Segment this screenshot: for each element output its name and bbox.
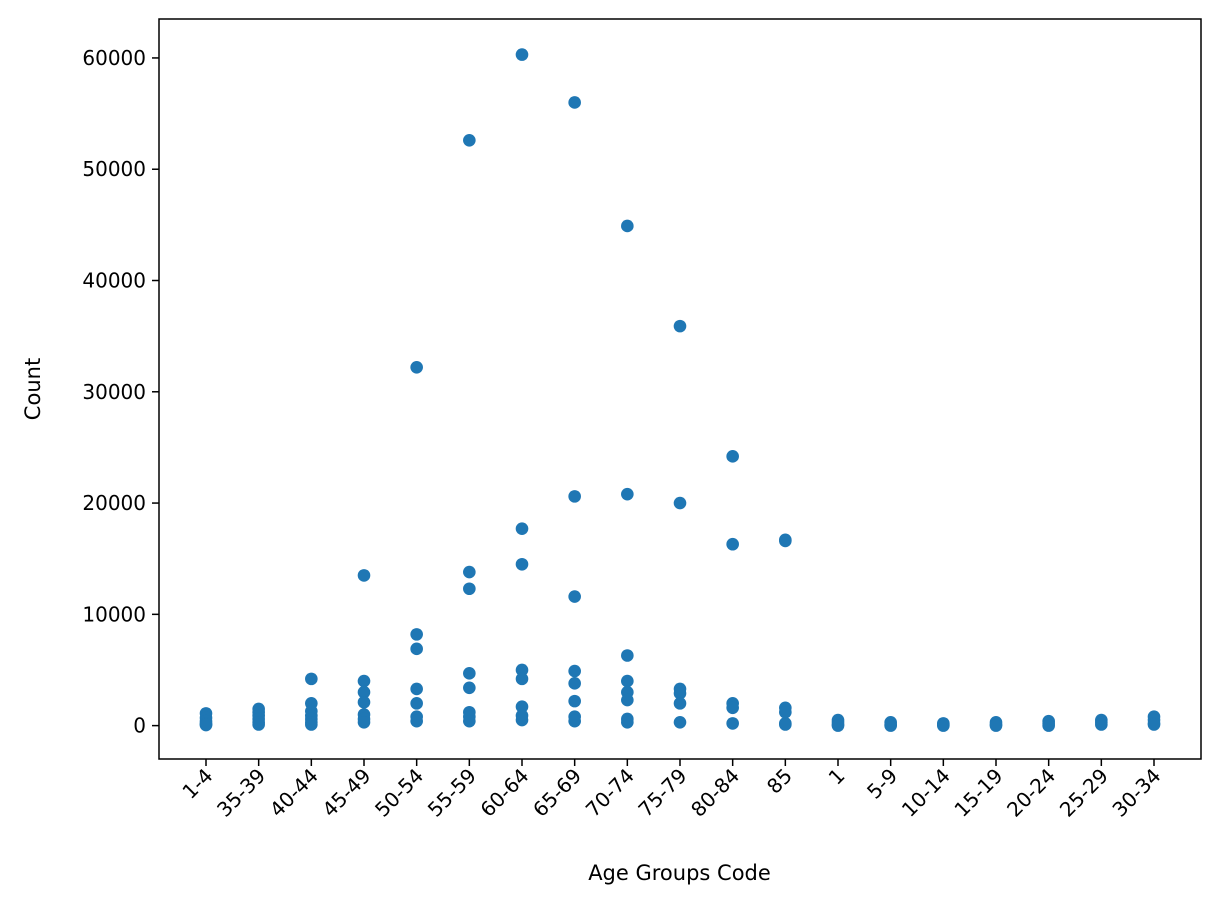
data-point xyxy=(410,361,423,374)
y-axis-label: Count xyxy=(21,358,45,420)
data-point xyxy=(621,219,634,233)
x-axis-label: Age Groups Code xyxy=(588,861,771,885)
data-point xyxy=(1147,718,1161,731)
data-point xyxy=(410,697,423,710)
data-point xyxy=(621,674,634,688)
data-point xyxy=(673,496,687,510)
data-point xyxy=(515,48,529,61)
data-point xyxy=(779,534,792,548)
data-point xyxy=(515,700,529,713)
data-point xyxy=(568,590,581,603)
y-tick-label: 50000 xyxy=(82,157,146,181)
data-point xyxy=(726,717,739,730)
data-point xyxy=(884,719,897,732)
data-point xyxy=(621,715,634,729)
data-point xyxy=(463,714,476,728)
data-point xyxy=(515,557,529,571)
data-point xyxy=(463,681,476,695)
data-point xyxy=(568,694,581,708)
data-point xyxy=(463,133,476,147)
data-point xyxy=(1042,719,1055,732)
y-tick-label: 40000 xyxy=(82,269,146,293)
data-point xyxy=(515,663,529,677)
data-point xyxy=(568,96,581,109)
data-point xyxy=(673,319,687,333)
data-point xyxy=(357,715,371,729)
data-point xyxy=(621,487,634,501)
data-point xyxy=(673,687,687,700)
data-point xyxy=(252,718,265,731)
data-point xyxy=(357,695,371,709)
data-point xyxy=(463,582,476,596)
data-point xyxy=(831,719,845,732)
data-point xyxy=(779,718,792,731)
data-point xyxy=(937,719,950,732)
data-point xyxy=(357,569,371,582)
data-point xyxy=(410,714,423,728)
data-point xyxy=(305,672,318,686)
data-point xyxy=(463,667,476,680)
data-point xyxy=(568,664,581,678)
y-tick-label: 0 xyxy=(133,714,146,738)
data-points xyxy=(199,48,1161,732)
data-point xyxy=(726,701,739,715)
data-point xyxy=(357,674,371,688)
data-point xyxy=(410,682,423,696)
data-point xyxy=(305,718,318,731)
data-point xyxy=(568,714,581,728)
data-point xyxy=(673,715,687,729)
data-point xyxy=(463,565,476,579)
y-tick-label: 20000 xyxy=(82,491,146,515)
data-point xyxy=(568,490,581,503)
data-point xyxy=(726,450,739,463)
data-point xyxy=(989,719,1003,732)
data-point xyxy=(726,537,739,551)
data-point xyxy=(357,685,371,699)
data-point xyxy=(515,522,529,535)
y-tick-label: 60000 xyxy=(82,46,146,70)
data-point xyxy=(1095,718,1108,731)
y-tick-label: 10000 xyxy=(82,602,146,626)
data-point xyxy=(673,697,687,710)
y-axis-ticks: 0 10000 20000 30000 40000 50000 60000 xyxy=(82,46,159,738)
data-point xyxy=(515,672,529,686)
y-tick-label: 30000 xyxy=(82,380,146,404)
data-point xyxy=(568,677,581,690)
data-point xyxy=(621,649,634,662)
data-point xyxy=(410,642,423,656)
data-point xyxy=(410,628,423,641)
data-point xyxy=(199,718,213,732)
data-point xyxy=(621,693,634,707)
data-point xyxy=(515,713,529,727)
data-point xyxy=(779,705,792,719)
